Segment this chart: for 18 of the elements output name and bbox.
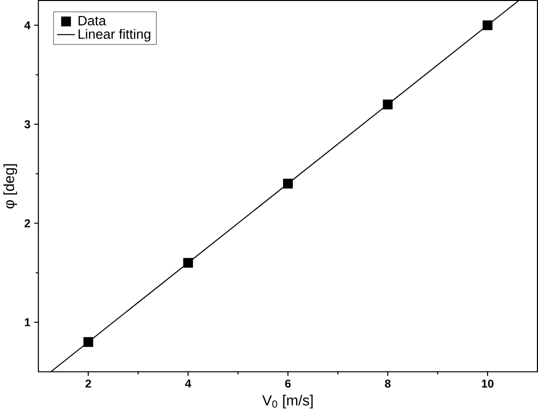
point	[482, 20, 492, 30]
x-tick-label: 6	[285, 380, 291, 388]
point	[382, 100, 393, 110]
y-tick-label: 1	[24, 318, 30, 326]
x-axis-title: V$_{0}$ [m/s]	[262, 394, 313, 408]
legend-label: Linear fitting	[78, 29, 150, 42]
y-tick-label: 3	[24, 120, 30, 128]
legend-label: Data	[78, 16, 106, 26]
x-tick-label: 4	[185, 380, 192, 388]
y-tick-label: 2	[24, 219, 30, 228]
x-tick-label: 2	[85, 380, 92, 388]
y-tick-label: 4	[24, 21, 30, 30]
point	[183, 258, 193, 268]
x-tick-label: 8	[384, 380, 391, 388]
point	[283, 178, 293, 189]
y-axis-title: φ [deg]	[3, 164, 18, 209]
x-tick-label: 10	[482, 380, 494, 388]
point	[83, 337, 94, 347]
